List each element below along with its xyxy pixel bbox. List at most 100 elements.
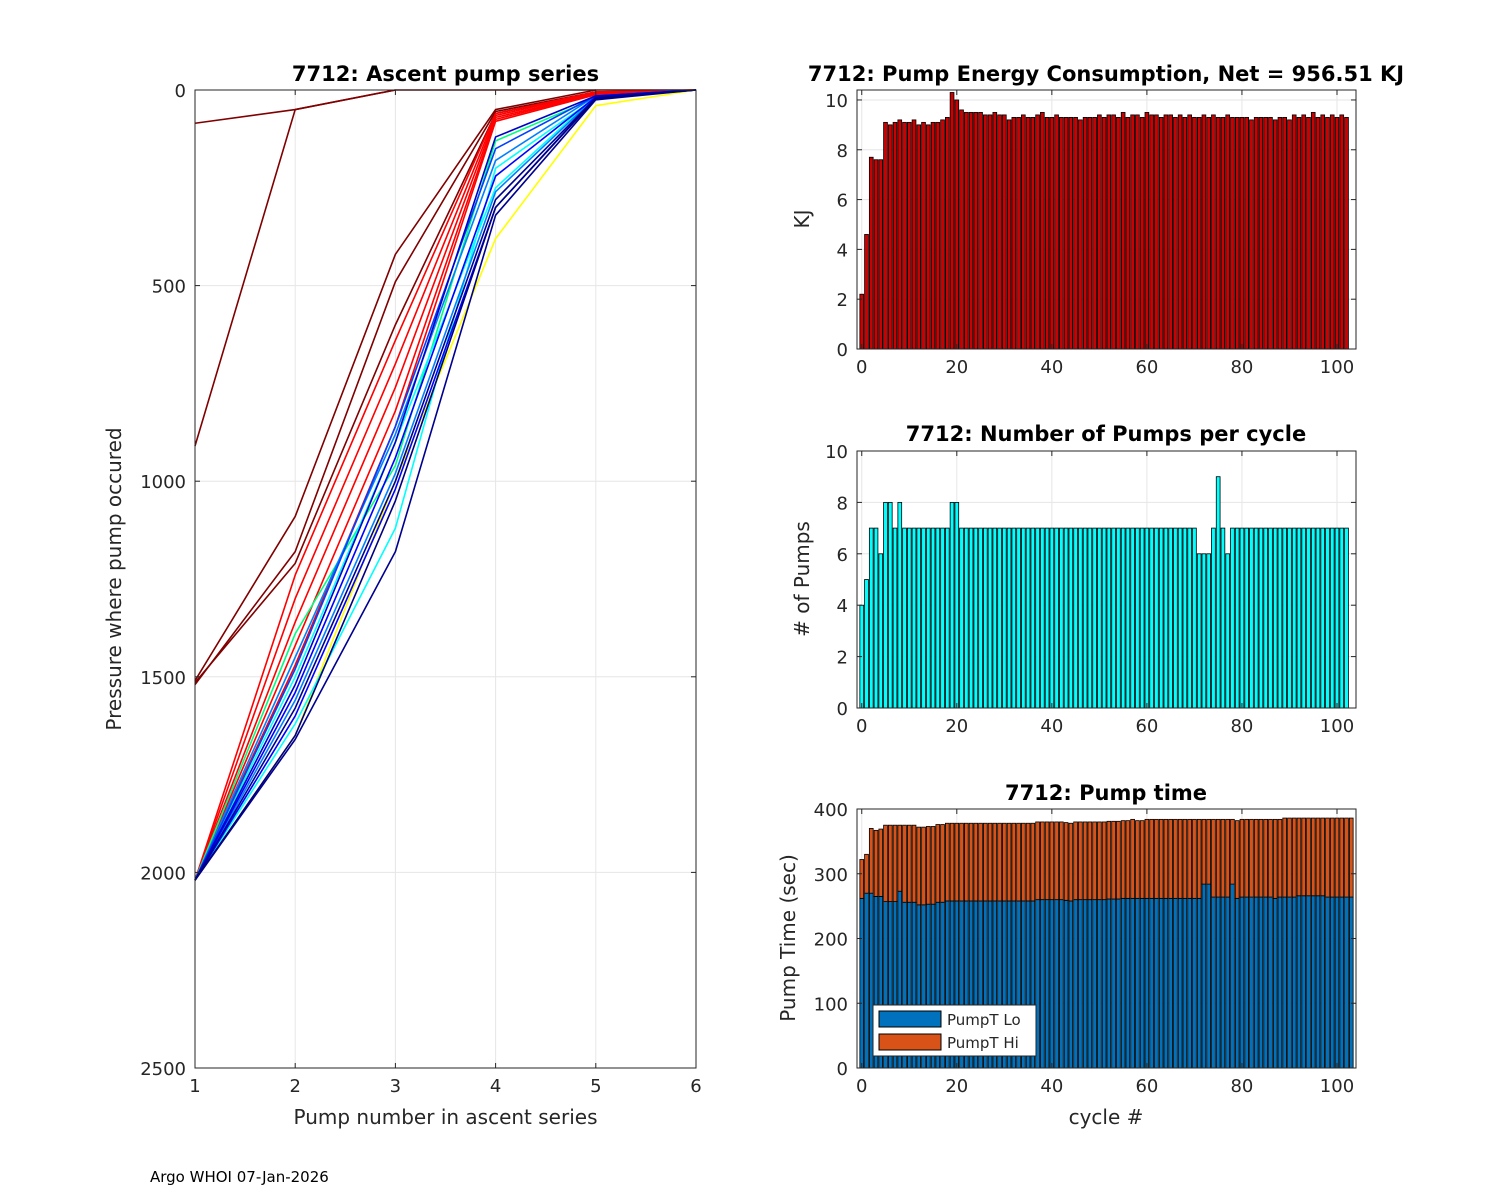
bar (949, 501, 955, 709)
bar (1272, 527, 1278, 709)
bar (887, 124, 893, 350)
bar-hi (1211, 818, 1216, 898)
bar-lo (1040, 899, 1045, 1069)
bar (992, 112, 998, 350)
bar (940, 527, 945, 709)
bar-lo (1177, 897, 1183, 1069)
bar-lo (1192, 897, 1197, 1069)
bar (1144, 112, 1150, 350)
bar-hi (1154, 818, 1159, 899)
bar (1291, 527, 1297, 709)
bar (887, 501, 893, 709)
bar-hi (964, 822, 969, 902)
pumptime-plot: 0 20 40 60 80 100 0 100 200 300 400 7712: Pump tim… (776, 781, 1357, 1129)
bar-hi (1135, 820, 1140, 899)
bar (1154, 114, 1159, 350)
y-tick-label: 2 (837, 290, 848, 311)
bar (1097, 527, 1102, 709)
pumps-plot-area (857, 451, 1356, 708)
bar (1344, 116, 1349, 350)
bar (1201, 553, 1207, 709)
bar (1139, 527, 1145, 709)
bar (978, 527, 983, 709)
bar-hi (859, 859, 865, 899)
bar-lo (1116, 898, 1121, 1069)
bar (1125, 527, 1131, 709)
bar-lo (1230, 883, 1235, 1069)
x-tick-label: 20 (945, 1076, 968, 1097)
x-tick-label: 40 (1040, 357, 1063, 378)
bar-hi (1111, 820, 1116, 900)
bar-hi (1092, 821, 1097, 901)
bar-lo (1059, 899, 1064, 1069)
bar-hi (897, 824, 903, 892)
bar (1272, 119, 1278, 350)
x-tick-label: 60 (1135, 1076, 1158, 1097)
bar (1063, 116, 1069, 350)
bar-hi (1030, 822, 1036, 902)
bar-hi (1339, 817, 1345, 898)
ascent-series-line (194, 89, 697, 881)
bar (1215, 116, 1221, 350)
bar (1135, 527, 1140, 709)
bar (1339, 114, 1345, 350)
bar-hi (930, 826, 936, 905)
bar (1211, 114, 1216, 350)
bar (987, 114, 993, 350)
bar-hi (1021, 822, 1026, 902)
bar-lo (1158, 897, 1164, 1069)
bar-hi (1310, 817, 1316, 897)
bar-lo (1101, 899, 1107, 1069)
bar (944, 527, 950, 709)
bar-lo (1154, 897, 1159, 1069)
bar (1277, 527, 1283, 709)
bar-lo (1315, 895, 1321, 1069)
bar-lo (1306, 895, 1311, 1069)
bar (1253, 116, 1259, 350)
bar (1035, 114, 1040, 350)
bar-hi (1177, 818, 1183, 899)
bar (1092, 116, 1097, 350)
legend-swatch-hi (878, 1033, 942, 1051)
bar-hi (892, 824, 898, 902)
x-tick-label: 60 (1135, 357, 1158, 378)
bar-hi (1025, 822, 1031, 902)
x-tick-label: 0 (856, 357, 867, 378)
bar-hi (1244, 818, 1249, 898)
x-tick-label: 0 (856, 716, 867, 737)
bar (1315, 527, 1321, 709)
bar-lo (1149, 897, 1154, 1069)
ascent-plot-area (195, 90, 696, 1068)
bar (1301, 114, 1307, 350)
bar (1059, 116, 1064, 350)
bar-hi (968, 822, 974, 902)
bar-hi (1291, 817, 1297, 898)
bar (1021, 527, 1026, 709)
y-tick-label: 8 (837, 141, 848, 162)
bar-hi (1220, 818, 1226, 898)
bar (873, 527, 879, 709)
bar-lo (1068, 900, 1074, 1069)
bar (916, 527, 922, 709)
y-tick-label: 8 (837, 493, 848, 514)
pumptime-xlabel: cycle # (1069, 1105, 1144, 1129)
bar-hi (1225, 818, 1230, 898)
bar-hi (1054, 821, 1059, 901)
bar (997, 527, 1002, 709)
bar-hi (1315, 817, 1321, 897)
bar-hi (911, 824, 917, 903)
bar-hi (940, 824, 945, 903)
y-tick-label: 2500 (140, 1059, 186, 1080)
pumptime-ylabel: Pump Time (sec) (776, 854, 800, 1022)
bar (1073, 527, 1078, 709)
bar-lo (1334, 896, 1340, 1069)
bar (1120, 527, 1126, 709)
bar (1196, 553, 1202, 709)
bar-hi (944, 822, 950, 902)
bar (1135, 114, 1140, 350)
bar (1329, 114, 1335, 350)
bar (906, 527, 912, 709)
bar-lo (1215, 896, 1221, 1069)
bar (1130, 527, 1135, 709)
bar (1182, 527, 1188, 709)
